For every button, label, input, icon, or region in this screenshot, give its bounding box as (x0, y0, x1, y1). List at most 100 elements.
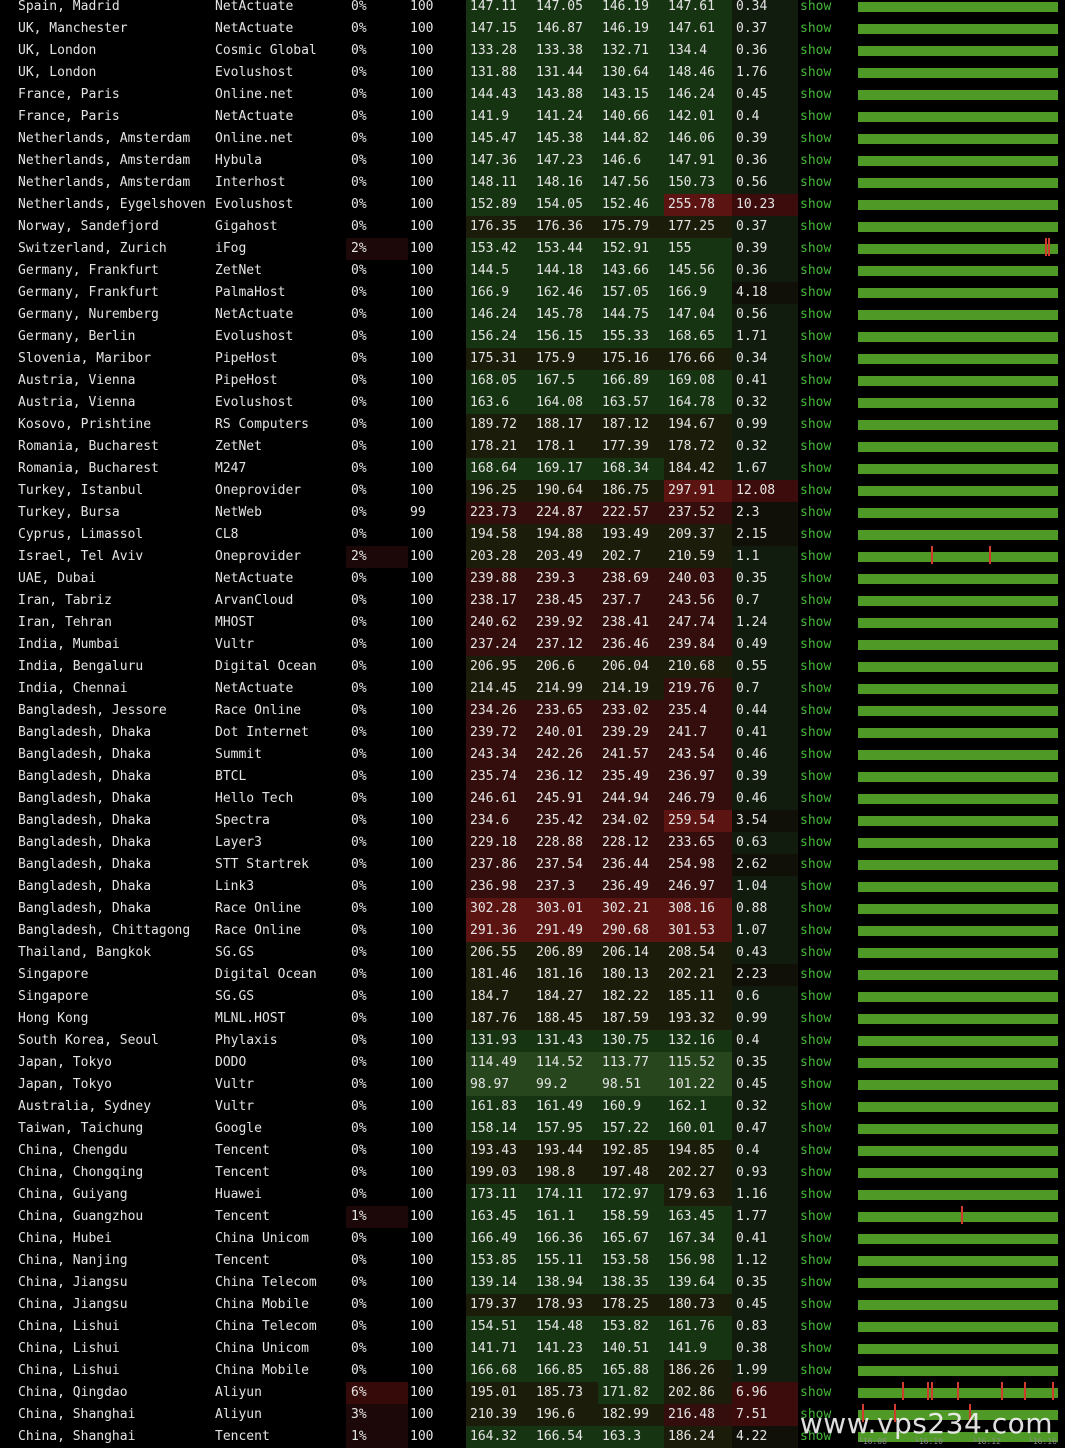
show-graph-link[interactable]: show (800, 241, 832, 256)
avg-cell: 147.23 (532, 150, 598, 172)
table-row: Germany, Berlin Evolushost 0% 100 156.24 156.… (0, 326, 1065, 348)
show-graph-link[interactable]: show (800, 1275, 832, 1290)
show-graph-link[interactable]: show (800, 1099, 832, 1114)
show-graph-link[interactable]: show (800, 1055, 832, 1070)
show-graph-link[interactable]: show (800, 1363, 832, 1378)
table-row: Singapore SG.GS 0% 100 184.7 184.27 182.22 185.… (0, 986, 1065, 1008)
show-graph-link[interactable]: show (800, 571, 832, 586)
show-graph-link[interactable]: show (800, 1385, 832, 1400)
avg-cell: 133.38 (532, 40, 598, 62)
packet-loss-spike (969, 1404, 971, 1422)
show-graph-link[interactable]: show (800, 131, 832, 146)
show-graph-link[interactable]: show (800, 1033, 832, 1048)
show-graph-link[interactable]: show (800, 945, 832, 960)
show-graph-link[interactable]: show (800, 197, 832, 212)
show-graph-link[interactable]: show (800, 351, 832, 366)
show-graph-link[interactable]: show (800, 483, 832, 498)
show-graph-link[interactable]: show (800, 1143, 832, 1158)
show-graph-link[interactable]: show (800, 637, 832, 652)
show-graph-link[interactable]: show (800, 967, 832, 982)
show-graph-link[interactable]: show (800, 659, 832, 674)
last-cell: 168.05 (466, 370, 532, 392)
show-graph-link[interactable]: show (800, 175, 832, 190)
last-cell: 195.01 (466, 1382, 532, 1404)
show-graph-link[interactable]: show (800, 263, 832, 278)
packet-loss-spike (902, 1382, 904, 1400)
show-graph-link[interactable]: show (800, 439, 832, 454)
latency-bar (858, 1146, 1058, 1156)
show-graph-link[interactable]: show (800, 549, 832, 564)
show-graph-link[interactable]: show (800, 87, 832, 102)
show-graph-link[interactable]: show (800, 593, 832, 608)
table-row: Germany, Nuremberg NetActuate 0% 100 146.24 1… (0, 304, 1065, 326)
table-row: Bangladesh, Dhaka Race Online 0% 100 302.28 3… (0, 898, 1065, 920)
latency-bar (858, 618, 1058, 628)
sent-cell: 100 (410, 901, 434, 916)
loss-cell: 0% (351, 1231, 367, 1246)
show-graph-link[interactable]: show (800, 1077, 832, 1092)
show-graph-link[interactable]: show (800, 395, 832, 410)
table-row: Bangladesh, Dhaka Spectra 0% 100 234.6 235.42… (0, 810, 1065, 832)
show-graph-link[interactable]: show (800, 1187, 832, 1202)
show-graph-link[interactable]: show (800, 1319, 832, 1334)
show-graph-link[interactable]: show (800, 901, 832, 916)
sent-cell: 100 (410, 461, 434, 476)
stdev-cell: 10.23 (732, 194, 798, 216)
worst-cell: 134.4 (664, 40, 732, 62)
show-graph-link[interactable]: show (800, 857, 832, 872)
show-graph-link[interactable]: show (800, 725, 832, 740)
show-graph-link[interactable]: show (800, 1011, 832, 1026)
show-graph-link[interactable]: show (800, 923, 832, 938)
show-graph-link[interactable]: show (800, 461, 832, 476)
show-graph-link[interactable]: show (800, 285, 832, 300)
best-cell: 140.66 (598, 106, 664, 128)
provider-cell: Evolushost (215, 395, 294, 410)
sent-cell: 100 (410, 637, 434, 652)
show-graph-link[interactable]: show (800, 1121, 832, 1136)
show-graph-link[interactable]: show (800, 813, 832, 828)
show-graph-link[interactable]: show (800, 307, 832, 322)
show-graph-link[interactable]: show (800, 1165, 832, 1180)
last-cell: 229.18 (466, 832, 532, 854)
show-graph-link[interactable]: show (800, 43, 832, 58)
show-graph-link[interactable]: show (800, 1231, 832, 1246)
show-graph-link[interactable]: show (800, 879, 832, 894)
show-graph-link[interactable]: show (800, 769, 832, 784)
show-graph-link[interactable]: show (800, 109, 832, 124)
show-graph-link[interactable]: show (800, 1429, 832, 1444)
show-graph-link[interactable]: show (800, 989, 832, 1004)
show-graph-link[interactable]: show (800, 21, 832, 36)
stdev-cell: 1.07 (732, 920, 798, 942)
best-cell: 144.75 (598, 304, 664, 326)
provider-cell: NetActuate (215, 109, 294, 124)
best-cell: 244.94 (598, 788, 664, 810)
provider-cell: Tencent (215, 1209, 270, 1224)
worst-cell: 179.63 (664, 1184, 732, 1206)
provider-cell: BTCL (215, 769, 247, 784)
latency-graph (858, 1404, 1058, 1426)
show-graph-link[interactable]: show (800, 373, 832, 388)
show-graph-link[interactable]: show (800, 703, 832, 718)
show-graph-link[interactable]: show (800, 329, 832, 344)
latency-graph (858, 1228, 1058, 1250)
show-graph-link[interactable]: show (800, 417, 832, 432)
latency-bar (858, 970, 1058, 980)
show-graph-link[interactable]: show (800, 681, 832, 696)
show-graph-link[interactable]: show (800, 1209, 832, 1224)
show-graph-link[interactable]: show (800, 1341, 832, 1356)
show-graph-link[interactable]: show (800, 1297, 832, 1312)
show-graph-link[interactable]: show (800, 505, 832, 520)
show-graph-link[interactable]: show (800, 1407, 832, 1422)
show-graph-link[interactable]: show (800, 615, 832, 630)
provider-cell: Evolushost (215, 197, 294, 212)
show-graph-link[interactable]: show (800, 153, 832, 168)
show-graph-link[interactable]: show (800, 527, 832, 542)
show-graph-link[interactable]: show (800, 791, 832, 806)
show-graph-link[interactable]: show (800, 0, 832, 14)
worst-cell: 177.25 (664, 216, 732, 238)
show-graph-link[interactable]: show (800, 65, 832, 80)
show-graph-link[interactable]: show (800, 1253, 832, 1268)
show-graph-link[interactable]: show (800, 835, 832, 850)
show-graph-link[interactable]: show (800, 747, 832, 762)
show-graph-link[interactable]: show (800, 219, 832, 234)
